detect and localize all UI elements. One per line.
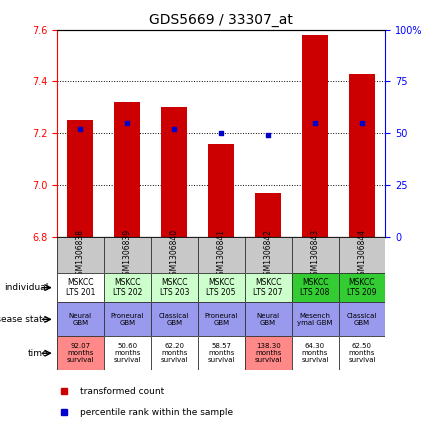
Text: GSM1306841: GSM1306841 (217, 229, 226, 280)
Bar (349, 74, 375, 237)
Text: Proneural
GBM: Proneural GBM (205, 313, 238, 326)
Text: transformed count: transformed count (80, 387, 164, 396)
Text: MSKCC
LTS 207: MSKCC LTS 207 (253, 278, 283, 297)
Text: GSM1306839: GSM1306839 (123, 229, 132, 280)
Text: Classical
GBM: Classical GBM (347, 313, 377, 326)
Text: MSKCC
LTS 201: MSKCC LTS 201 (66, 278, 95, 297)
Text: 138.30
months
survival: 138.30 months survival (254, 343, 282, 363)
Text: GSM1306844: GSM1306844 (357, 229, 367, 280)
Bar (114, 102, 140, 237)
Point (124, 120, 131, 126)
Text: MSKCC
LTS 202: MSKCC LTS 202 (113, 278, 142, 297)
Point (358, 120, 365, 126)
Point (218, 130, 225, 137)
Point (171, 126, 178, 132)
Text: disease state: disease state (0, 315, 48, 324)
Point (265, 132, 272, 139)
Point (311, 120, 318, 126)
Text: GSM1306838: GSM1306838 (76, 229, 85, 280)
Text: time: time (28, 349, 48, 358)
Text: Mesench
ymal GBM: Mesench ymal GBM (297, 313, 333, 326)
Text: MSKCC
LTS 208: MSKCC LTS 208 (300, 278, 330, 297)
Text: MSKCC
LTS 203: MSKCC LTS 203 (159, 278, 189, 297)
Text: MSKCC
LTS 209: MSKCC LTS 209 (347, 278, 377, 297)
Text: 62.20
months
survival: 62.20 months survival (160, 343, 188, 363)
Title: GDS5669 / 33307_at: GDS5669 / 33307_at (149, 13, 293, 27)
Bar (67, 120, 93, 237)
Bar (161, 107, 187, 237)
Text: 58.57
months
survival: 58.57 months survival (208, 343, 235, 363)
Text: 92.07
months
survival: 92.07 months survival (67, 343, 94, 363)
Text: percentile rank within the sample: percentile rank within the sample (80, 408, 233, 417)
Text: GSM1306840: GSM1306840 (170, 229, 179, 280)
Bar (255, 193, 281, 237)
Text: MSKCC
LTS 205: MSKCC LTS 205 (206, 278, 236, 297)
Text: 50.60
months
survival: 50.60 months survival (113, 343, 141, 363)
Bar (302, 35, 328, 237)
Text: 64.30
months
survival: 64.30 months survival (301, 343, 329, 363)
Bar (208, 143, 234, 237)
Text: Neural
GBM: Neural GBM (69, 313, 92, 326)
Text: Proneural
GBM: Proneural GBM (111, 313, 144, 326)
Text: individual: individual (4, 283, 48, 292)
Text: GSM1306842: GSM1306842 (264, 229, 272, 280)
Text: GSM1306843: GSM1306843 (311, 229, 320, 280)
Text: Classical
GBM: Classical GBM (159, 313, 190, 326)
Text: Neural
GBM: Neural GBM (257, 313, 280, 326)
Text: 62.50
months
survival: 62.50 months survival (348, 343, 376, 363)
Point (77, 126, 84, 132)
